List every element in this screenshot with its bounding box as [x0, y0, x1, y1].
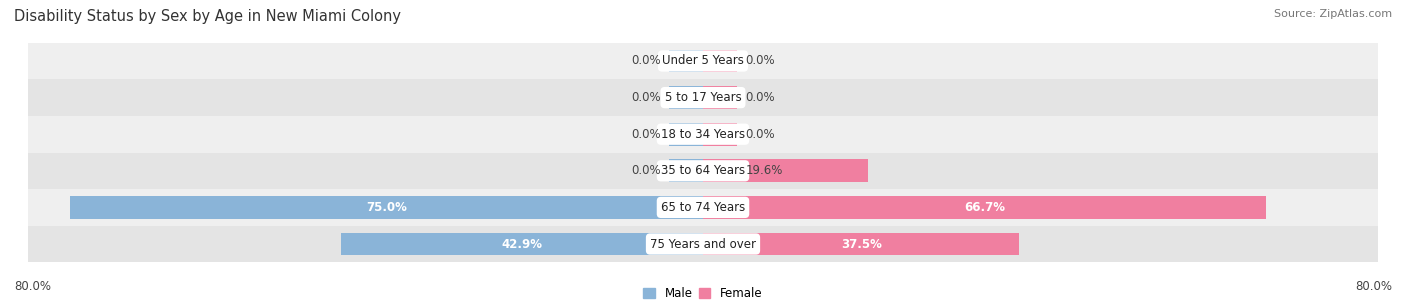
Bar — [28, 116, 1378, 152]
Text: 0.0%: 0.0% — [745, 91, 775, 104]
Text: 66.7%: 66.7% — [965, 201, 1005, 214]
Text: 0.0%: 0.0% — [745, 128, 775, 141]
Text: 65 to 74 Years: 65 to 74 Years — [661, 201, 745, 214]
Text: 80.0%: 80.0% — [14, 280, 51, 293]
Bar — [669, 123, 703, 145]
Text: 0.0%: 0.0% — [631, 91, 661, 104]
Text: 42.9%: 42.9% — [502, 238, 543, 250]
Text: 75.0%: 75.0% — [366, 201, 408, 214]
Legend: Male, Female: Male, Female — [638, 282, 768, 305]
Bar — [342, 233, 703, 255]
Bar — [28, 79, 1378, 116]
Bar — [669, 86, 703, 109]
Bar — [28, 43, 1378, 79]
Bar — [703, 86, 737, 109]
Text: 0.0%: 0.0% — [631, 55, 661, 67]
Bar — [703, 196, 1265, 219]
Text: Disability Status by Sex by Age in New Miami Colony: Disability Status by Sex by Age in New M… — [14, 9, 401, 24]
Bar — [703, 50, 737, 72]
Text: 75 Years and over: 75 Years and over — [650, 238, 756, 250]
Text: 5 to 17 Years: 5 to 17 Years — [665, 91, 741, 104]
Text: 0.0%: 0.0% — [631, 128, 661, 141]
Text: Source: ZipAtlas.com: Source: ZipAtlas.com — [1274, 9, 1392, 19]
Bar — [703, 233, 1019, 255]
Text: 37.5%: 37.5% — [841, 238, 882, 250]
Bar — [28, 189, 1378, 226]
Text: 0.0%: 0.0% — [745, 55, 775, 67]
Bar — [669, 160, 703, 182]
Text: 80.0%: 80.0% — [1355, 280, 1392, 293]
Bar — [28, 152, 1378, 189]
Text: 18 to 34 Years: 18 to 34 Years — [661, 128, 745, 141]
Text: Under 5 Years: Under 5 Years — [662, 55, 744, 67]
Bar — [70, 196, 703, 219]
Text: 19.6%: 19.6% — [745, 164, 783, 177]
Text: 0.0%: 0.0% — [631, 164, 661, 177]
Bar — [703, 160, 869, 182]
Bar — [703, 123, 737, 145]
Bar — [28, 226, 1378, 262]
Text: 35 to 64 Years: 35 to 64 Years — [661, 164, 745, 177]
Bar — [669, 50, 703, 72]
